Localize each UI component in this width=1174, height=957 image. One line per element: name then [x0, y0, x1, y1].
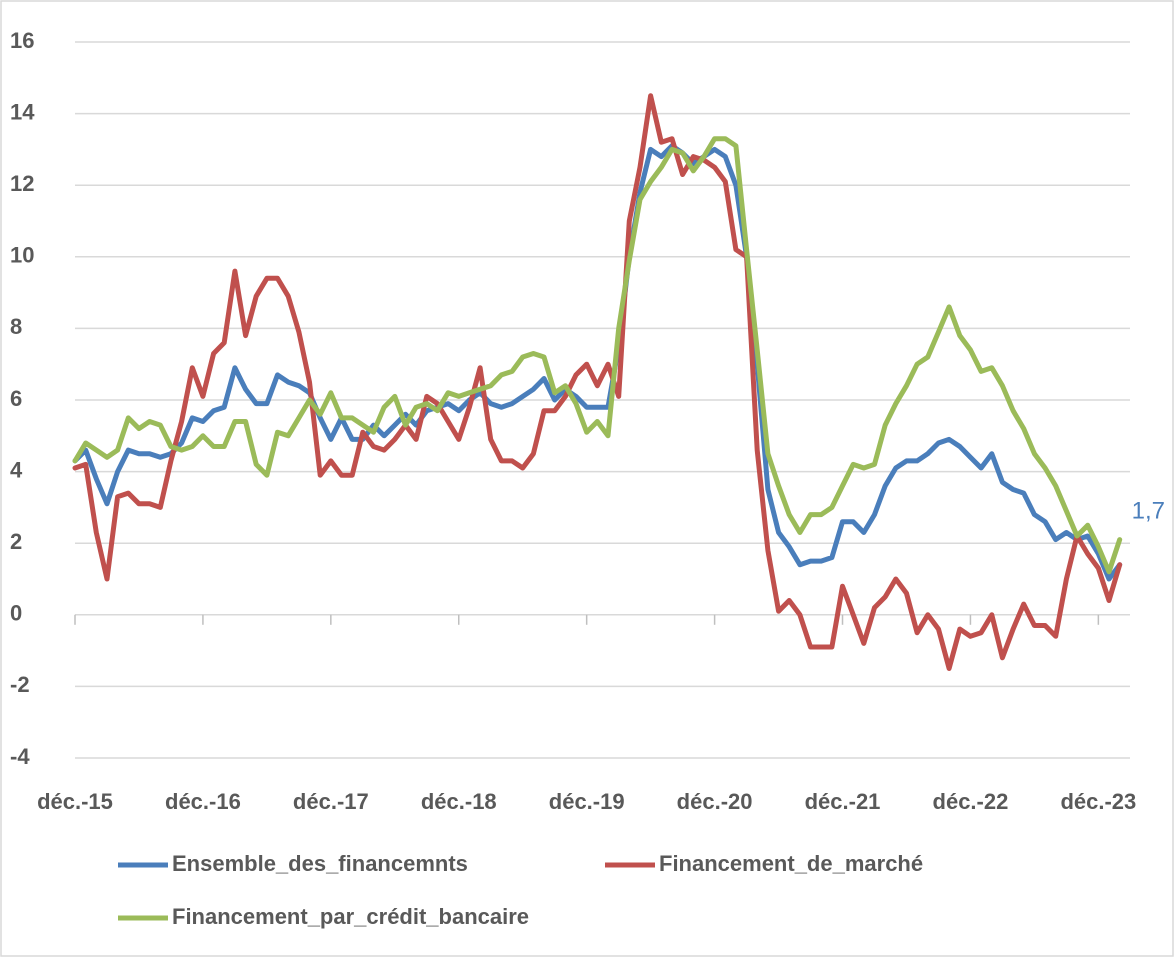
- x-tick-label: déc.-18: [421, 789, 497, 814]
- x-tick-label: déc.-22: [933, 789, 1009, 814]
- y-tick-label: -2: [10, 672, 30, 697]
- x-tick-label: déc.-23: [1060, 789, 1136, 814]
- legend-label: Ensemble_des_financemnts: [172, 851, 468, 876]
- annotation: 1,7: [1132, 497, 1165, 524]
- y-tick-label: 0: [10, 601, 22, 626]
- series-line: [72, 136, 1123, 575]
- y-tick-label: 14: [10, 99, 35, 124]
- y-tick-label: 12: [10, 171, 34, 196]
- y-tick-label: 2: [10, 529, 22, 554]
- series-line: [72, 143, 1123, 582]
- legend-label: Financement_par_crédit_bancaire: [172, 904, 529, 929]
- y-tick-label: 16: [10, 28, 34, 53]
- x-tick-label: déc.-15: [37, 789, 113, 814]
- x-tick-label: déc.-16: [165, 789, 241, 814]
- x-tick-label: déc.-20: [677, 789, 753, 814]
- y-tick-label: 10: [10, 243, 34, 268]
- x-tick-label: déc.-17: [293, 789, 369, 814]
- y-tick-label: 4: [10, 457, 23, 482]
- legend-label: Financement_de_marché: [659, 851, 923, 876]
- y-tick-label: 8: [10, 314, 22, 339]
- series-line: [72, 93, 1123, 671]
- y-tick-label: 6: [10, 386, 22, 411]
- x-tick-label: déc.-21: [805, 789, 881, 814]
- y-tick-label: -4: [10, 744, 30, 769]
- x-tick-label: déc.-19: [549, 789, 625, 814]
